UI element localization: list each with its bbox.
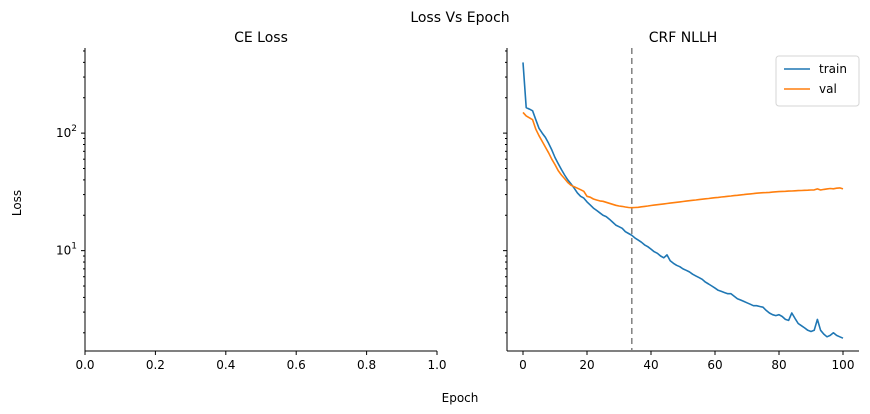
ce-loss-title: CE Loss	[234, 30, 288, 46]
ce-loss-x-tick-label: 0.2	[146, 358, 165, 372]
crf-nllh-title: CRF NLLH	[649, 30, 718, 46]
ce-loss-x-tick-label: 0.0	[75, 358, 94, 372]
crf-nllh-series-train-line	[522, 62, 844, 339]
ce-loss-y-tick-label: 101	[56, 242, 77, 258]
crf-nllh-series-val-line	[522, 111, 844, 209]
crf-nllh-x-tick-label: 0	[519, 358, 527, 372]
suptitle: Loss Vs Epoch	[410, 10, 509, 26]
y-axis-label: Loss	[10, 190, 24, 216]
ce-loss-x-tick-label: 0.6	[287, 358, 306, 372]
ce-loss-axes: CE Loss 0.0 0.2 0.4 0.6 0.8 1.0 101 102	[56, 30, 447, 372]
crf-nllh-axes: CRF NLLH 0 20 40 60 80 100 train val	[503, 30, 860, 372]
ce-loss-x-tick-label: 0.8	[357, 358, 376, 372]
crf-nllh-x-tick-label: 60	[707, 358, 722, 372]
ce-loss-x-tick-label: 0.4	[216, 358, 235, 372]
ce-loss-x-tick-label: 1.0	[427, 358, 446, 372]
legend-train-label: train	[819, 62, 847, 76]
x-axis-label: Epoch	[442, 391, 479, 405]
crf-nllh-x-tick-label: 80	[771, 358, 786, 372]
crf-nllh-x-tick-label: 40	[643, 358, 658, 372]
legend-val-label: val	[819, 82, 837, 96]
crf-nllh-x-tick-label: 20	[579, 358, 594, 372]
ce-loss-y-tick-label: 102	[56, 124, 77, 140]
crf-nllh-x-tick-label: 100	[832, 358, 855, 372]
